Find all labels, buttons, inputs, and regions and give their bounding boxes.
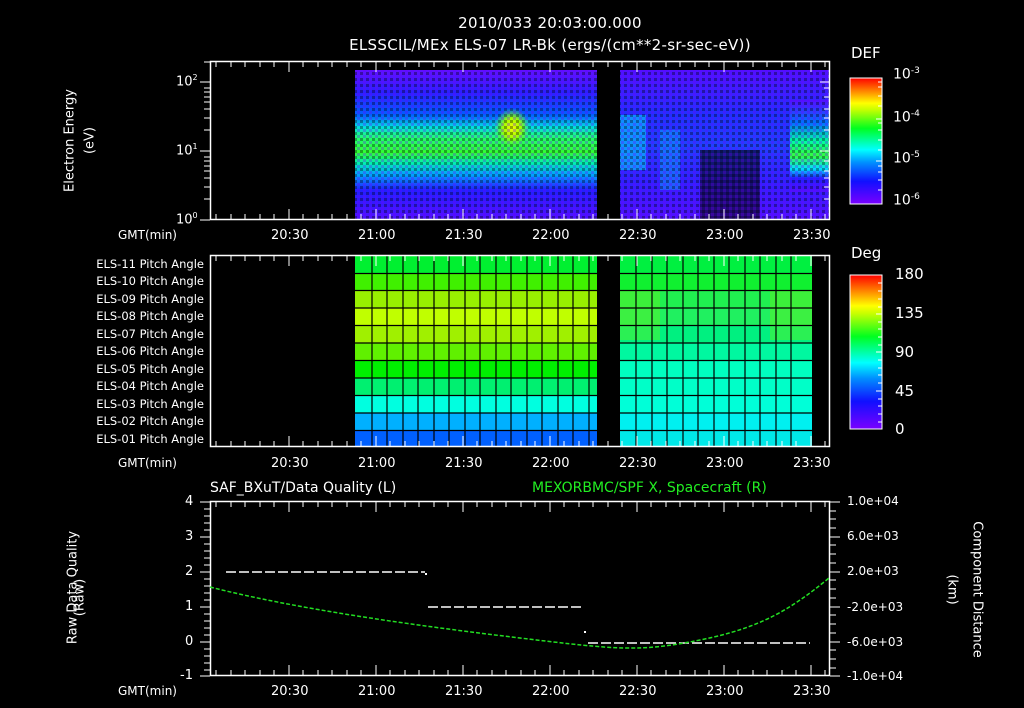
def-colorbar-tick: 10-5 [893, 150, 920, 167]
def-colorbar-tick: 10-4 [893, 109, 920, 126]
panel1-ytick-1: 101 [176, 142, 198, 159]
def-colorbar [849, 77, 883, 205]
deg-colorbar-tick: 180 [895, 265, 924, 283]
panel3-left-ytick: 3 [185, 529, 194, 544]
panel3-xlabel: GMT(min) [118, 684, 177, 698]
panel3-xtick: 21:30 [445, 684, 483, 699]
panel3-left-yunits: (Raw) [72, 578, 88, 617]
panel2-xtick: 21:30 [445, 456, 483, 471]
panel1-xtick: 23:30 [793, 228, 831, 243]
panel3-left-ytick: 1 [185, 599, 194, 614]
pitch-angle-row-label: ELS-11 Pitch Angle [96, 257, 204, 271]
panel1-xtick: 20:30 [271, 228, 309, 243]
panel2-xtick: 23:30 [793, 456, 831, 471]
panel3-right-ytick: -1.0e+04 [847, 669, 904, 683]
panel3-right-ytick: 2.0e+03 [847, 564, 899, 578]
energy-spectrogram-panel [209, 60, 831, 221]
panel3-left-ytick: 4 [185, 494, 194, 509]
panel1-xtick: 22:30 [619, 228, 657, 243]
panel2-xtick: 22:30 [619, 456, 657, 471]
panel3-right-ylabel: Component Distance [969, 521, 985, 658]
panel1-xlabel: GMT(min) [118, 228, 177, 242]
deg-colorbar-title: Deg [851, 244, 882, 262]
panel1-xtick: 22:00 [532, 228, 570, 243]
panel1-ytick-2: 102 [176, 73, 198, 90]
data-quality-panel [200, 500, 840, 677]
pitch-angle-row-label: ELS-10 Pitch Angle [96, 274, 204, 288]
pitch-angle-row-label: ELS-07 Pitch Angle [96, 327, 204, 341]
panel2-xtick: 23:00 [706, 456, 744, 471]
panel3-right-ytick: 1.0e+04 [847, 494, 899, 508]
panel3-xtick: 21:00 [358, 684, 396, 699]
pitch-angle-row-label: ELS-05 Pitch Angle [96, 362, 204, 376]
panel2-xtick: 22:00 [532, 456, 570, 471]
panel3-left-ytick: 0 [185, 634, 194, 649]
panel3-right-ytick: -6.0e+03 [847, 635, 904, 649]
panel2-time-ticks [215, 256, 826, 446]
data-quality-line [226, 571, 810, 644]
def-colorbar-tick: 10-6 [893, 192, 920, 209]
pitch-angle-row-label: ELS-01 Pitch Angle [96, 432, 204, 446]
panel3-right-ytick: -2.0e+03 [847, 600, 904, 614]
def-colorbar-title: DEF [851, 44, 881, 62]
panel2-xtick: 20:30 [271, 456, 309, 471]
def-colorbar-tick: 10-3 [893, 66, 920, 83]
deg-colorbar-tick: 45 [895, 382, 915, 400]
deg-colorbar-tick: 0 [895, 420, 905, 438]
panel3-right-yunits: (km) [944, 574, 960, 605]
panel3-right-title: MEXORBMC/SPF X, Spacecraft (R) [532, 480, 767, 496]
panel3-left-title: SAF_BXuT/Data Quality (L) [210, 480, 397, 496]
pitch-angle-row-label: ELS-06 Pitch Angle [96, 344, 204, 358]
panel3-xtick: 23:30 [793, 684, 831, 699]
panel1-ylabel: Electron Energy [62, 89, 78, 192]
panel3-xtick: 23:00 [706, 684, 744, 699]
pitch-angle-panel [209, 254, 831, 448]
pitch-angle-row-label: ELS-03 Pitch Angle [96, 397, 204, 411]
deg-colorbar-tick: 135 [895, 304, 924, 322]
spacecraft-position-line [209, 577, 830, 649]
panel1-time-ticks [200, 61, 830, 221]
deg-colorbar-tick: 90 [895, 343, 915, 361]
pitch-angle-row-label: ELS-02 Pitch Angle [96, 414, 204, 428]
panel3-xtick: 22:30 [619, 684, 657, 699]
panel1-xtick: 23:00 [706, 228, 744, 243]
panel3-right-ytick: 6.0e+03 [847, 529, 899, 543]
plot-timestamp: 2010/033 20:03:00.000 [458, 14, 642, 32]
panel3-left-ytick: 2 [185, 564, 194, 579]
panel1-ytick-0: 100 [176, 211, 198, 228]
pitch-angle-row-label: ELS-08 Pitch Angle [96, 309, 204, 323]
plot-title: ELSSCIL/MEx ELS-07 LR-Bk (ergs/(cm**2-sr… [349, 36, 751, 54]
pitch-angle-row-label: ELS-09 Pitch Angle [96, 292, 204, 306]
panel2-xlabel: GMT(min) [118, 456, 177, 470]
panel3-xtick: 22:00 [532, 684, 570, 699]
panel1-xtick: 21:00 [358, 228, 396, 243]
pitch-angle-row-label: ELS-04 Pitch Angle [96, 379, 204, 393]
panel2-xtick: 21:00 [358, 456, 396, 471]
panel1-xtick: 21:30 [445, 228, 483, 243]
panel3-left-ytick: -1 [180, 668, 193, 683]
panel3-xtick: 20:30 [271, 684, 309, 699]
panel1-yunits: (eV) [82, 126, 98, 155]
